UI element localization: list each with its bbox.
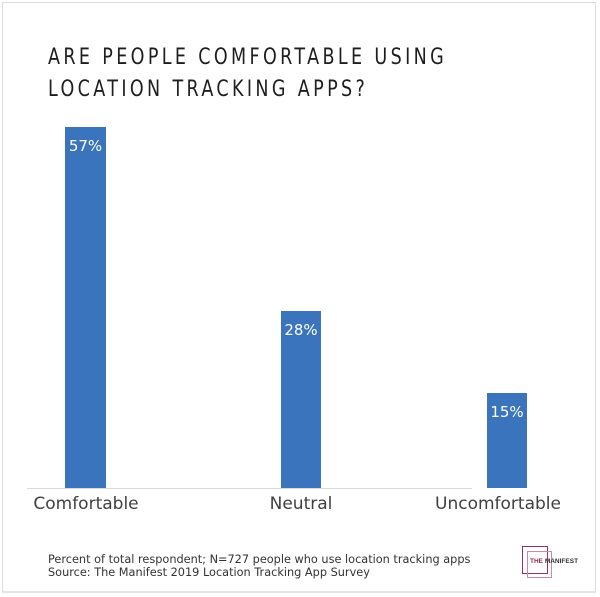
footnote-sample: Percent of total respondent; N=727 peopl… bbox=[48, 553, 471, 566]
footnote-source: Source: The Manifest 2019 Location Track… bbox=[48, 566, 370, 579]
title-line-1: ARE PEOPLE COMFORTABLE USING bbox=[48, 44, 448, 70]
bar-value-label: 28% bbox=[284, 321, 318, 339]
x-tick-comfortable: Comfortable bbox=[33, 494, 139, 514]
footnote: Percent of total respondent; N=727 peopl… bbox=[48, 553, 470, 579]
bar-comfortable: 57% bbox=[65, 127, 106, 488]
logo-text: THE MANIFEST bbox=[530, 558, 579, 565]
logo-square-icon bbox=[527, 551, 552, 578]
x-axis-line-ext bbox=[27, 488, 472, 489]
chart-title: ARE PEOPLE COMFORTABLE USING LOCATION TR… bbox=[48, 41, 447, 105]
x-tick-uncomfortable: Uncomfortable bbox=[435, 494, 561, 514]
bar-value-label: 15% bbox=[490, 403, 524, 421]
bar-neutral: 28% bbox=[281, 311, 321, 488]
title-line-2: LOCATION TRACKING APPS? bbox=[48, 76, 369, 102]
bar-uncomfortable: 15% bbox=[487, 393, 527, 488]
logo-square-icon bbox=[522, 546, 548, 574]
x-tick-neutral: Neutral bbox=[269, 494, 333, 514]
bar-value-label: 57% bbox=[68, 137, 103, 155]
manifest-logo: THE MANIFEST bbox=[520, 546, 580, 582]
